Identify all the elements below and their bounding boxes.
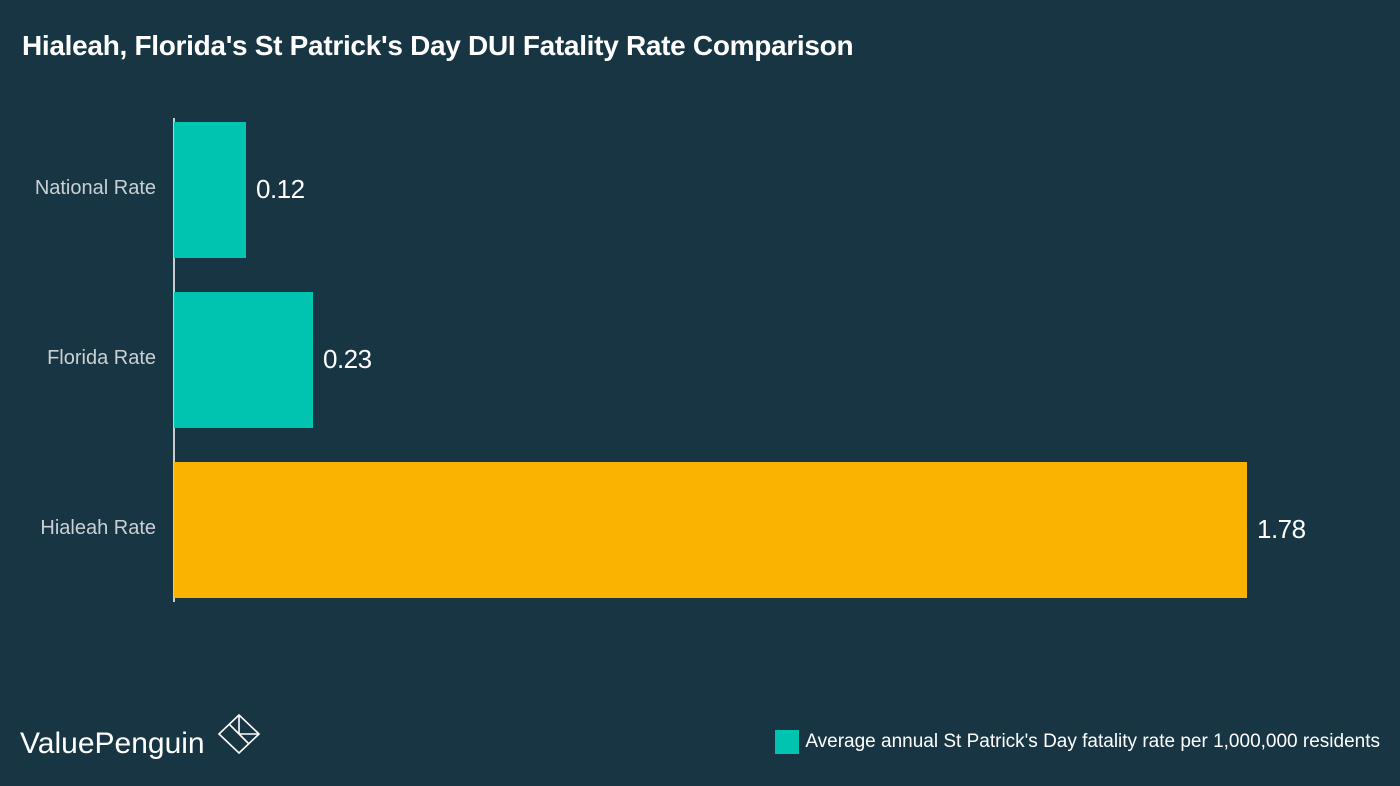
value-label: 1.78 [1257, 514, 1306, 544]
valuepenguin-logo-icon [217, 713, 261, 755]
legend: Average annual St Patrick's Day fatality… [775, 730, 1380, 754]
brand-logo-text: ValuePenguin [20, 727, 205, 760]
category-label: Florida Rate [47, 347, 156, 369]
bar-national-rate [174, 122, 246, 258]
value-label: 0.12 [256, 174, 305, 204]
legend-label: Average annual St Patrick's Day fatality… [805, 731, 1380, 752]
value-label: 0.23 [323, 344, 372, 374]
legend-swatch [775, 730, 800, 754]
bar-florida-rate [174, 292, 313, 428]
chart-title: Hialeah, Florida's St Patrick's Day DUI … [22, 30, 854, 61]
category-label: Hialeah Rate [40, 517, 156, 539]
bar-hialeah-rate [174, 462, 1247, 598]
category-label: National Rate [34, 177, 156, 199]
